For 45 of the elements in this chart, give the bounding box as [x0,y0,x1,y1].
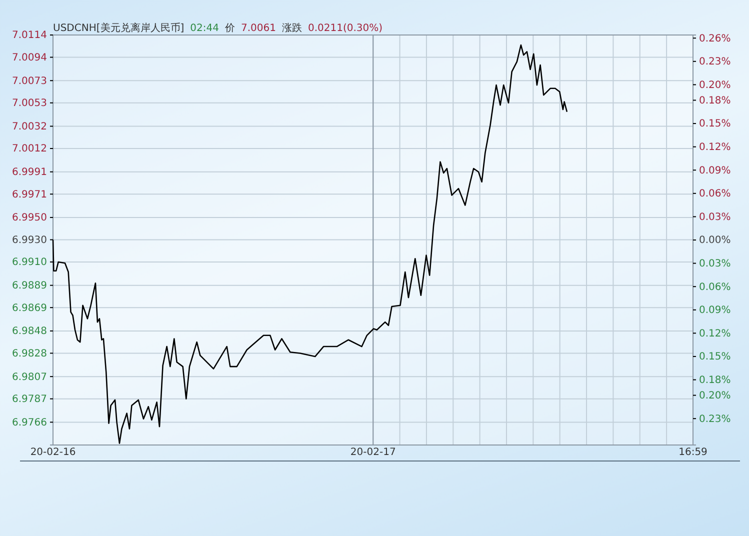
y-tick-label: 6.9889 [12,280,47,292]
x-tick-label: 16:59 [678,447,708,458]
y-tick-label: 7.0094 [12,52,47,64]
y2-tick-label: 0.12% [699,142,731,154]
y2-tick-label: 0.23% [699,56,731,68]
y2-tick-label: 0.15% [699,352,731,363]
y2-tick-label: 0.09% [699,305,731,316]
y2-tick-label: 0.23% [699,414,731,425]
text: 7.0061 [240,23,276,34]
y2-tick-label: 0.03% [699,212,731,223]
y-tick-label: 6.9971 [12,189,47,200]
y2-tick-label: 0.18% [699,95,731,106]
text: 0.0211(0.30%) [308,23,383,34]
y-tick-label: 6.9828 [12,348,47,360]
chart-title: USDCNH[美元兑离岸人民币] [53,22,184,34]
y2-tick-label: 0.26% [699,33,731,44]
x-tick-label: 20-02-16 [30,447,76,458]
y2-tick-label: 0.06% [699,188,731,200]
y2-tick-label: 0.06% [699,282,731,293]
y-tick-label: 6.9910 [12,257,47,268]
y2-tick-label: 0.12% [699,328,731,340]
x-tick-label: 20-02-17 [350,447,396,458]
y-tick-label: 7.0032 [12,121,47,132]
y2-tick-label: 0.15% [699,118,731,130]
y-tick-label: 7.0114 [12,30,47,42]
y2-tick-label: 0.18% [699,374,731,386]
y-tick-label: 7.0073 [12,76,47,87]
text: 02:44 [190,23,219,34]
y-tick-label: 6.9848 [12,326,47,338]
y-tick-label: 6.9787 [12,394,47,406]
y-tick-label: 6.9807 [12,372,47,383]
y-tick-label: 6.9766 [12,417,47,428]
text: 涨跌 [282,22,302,34]
y2-tick-label: 0.20% [699,80,731,91]
y2-tick-label: 0.20% [699,390,731,402]
text: 价 [224,22,235,34]
y-tick-label: 6.9991 [12,167,47,178]
y-tick-label: 6.9950 [12,212,47,224]
y-tick-label: 7.0012 [12,144,47,155]
y-tick-label: 6.9869 [12,302,47,314]
y-tick-label: 7.0053 [12,98,47,110]
y-tick-label: 6.9930 [12,234,47,246]
y2-tick-label: 0.09% [699,165,731,176]
y2-tick-label: 0.03% [699,258,731,270]
y2-tick-label: 0.00% [699,235,731,246]
